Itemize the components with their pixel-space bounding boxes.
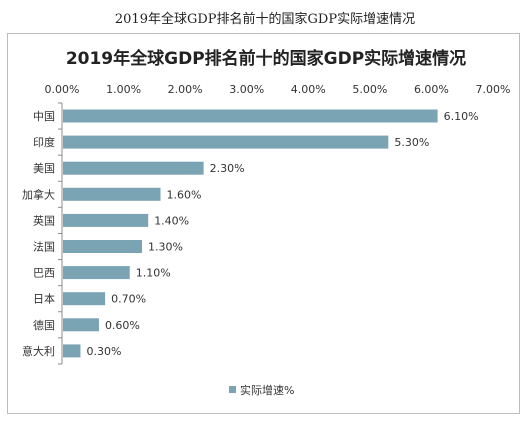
legend-label: 实际增速% <box>240 383 294 397</box>
data-label: 0.30% <box>86 345 121 358</box>
category-label: 英国 <box>33 213 55 227</box>
category-label: 法国 <box>33 240 55 254</box>
bar <box>63 135 389 149</box>
image-caption: 2019年全球GDP排名前十的国家GDP实际增速情况 <box>114 12 416 27</box>
bar <box>63 292 106 306</box>
category-label: 印度 <box>33 135 55 149</box>
x-tick-label: 7.00% <box>476 83 511 96</box>
bar <box>63 161 204 175</box>
category-label: 日本 <box>33 292 55 306</box>
x-axis-ticks: 0.00% 1.00% 2.00% 3.00% 4.00% 5.00% 6.00% 7.00% <box>45 83 511 96</box>
data-label: 6.10% <box>444 110 479 123</box>
legend: 实际增速% <box>229 383 294 397</box>
bar <box>63 266 130 280</box>
bar <box>63 344 81 358</box>
category-label: 美国 <box>33 162 55 175</box>
bar <box>63 213 149 227</box>
data-label: 1.30% <box>148 241 183 254</box>
x-tick-label: 2.00% <box>168 83 203 96</box>
data-labels: 6.10% 5.30% 2.30% 1.60% 1.40% 1.30% 1.10% 0.70%… <box>86 110 478 358</box>
category-label: 中国 <box>33 110 55 123</box>
category-label: 意大利 <box>22 344 55 358</box>
x-tick-label: 6.00% <box>414 83 449 96</box>
x-tick-label: 4.00% <box>291 83 326 96</box>
data-label: 1.60% <box>167 188 202 201</box>
category-label: 加拿大 <box>22 187 55 201</box>
category-label: 巴西 <box>33 267 55 280</box>
x-tick-label: 3.00% <box>229 83 264 96</box>
x-tick-label: 5.00% <box>352 83 387 96</box>
data-label: 1.10% <box>136 267 171 280</box>
bar <box>63 187 161 201</box>
data-label: 0.70% <box>111 293 146 306</box>
data-label: 2.30% <box>210 162 245 175</box>
bar <box>63 109 438 123</box>
x-tick-label: 0.00% <box>45 83 80 96</box>
bar-series <box>63 109 438 358</box>
bar <box>63 318 99 332</box>
y-axis <box>58 102 63 365</box>
data-label: 5.30% <box>394 136 429 149</box>
data-label: 1.40% <box>154 214 189 227</box>
chart-title: 2019年全球GDP排名前十的国家GDP实际增速情况 <box>66 48 466 69</box>
x-tick-label: 1.00% <box>106 83 141 96</box>
category-label: 德国 <box>33 318 55 332</box>
legend-swatch <box>229 386 236 393</box>
bar <box>63 240 143 253</box>
data-label: 0.60% <box>105 319 140 332</box>
